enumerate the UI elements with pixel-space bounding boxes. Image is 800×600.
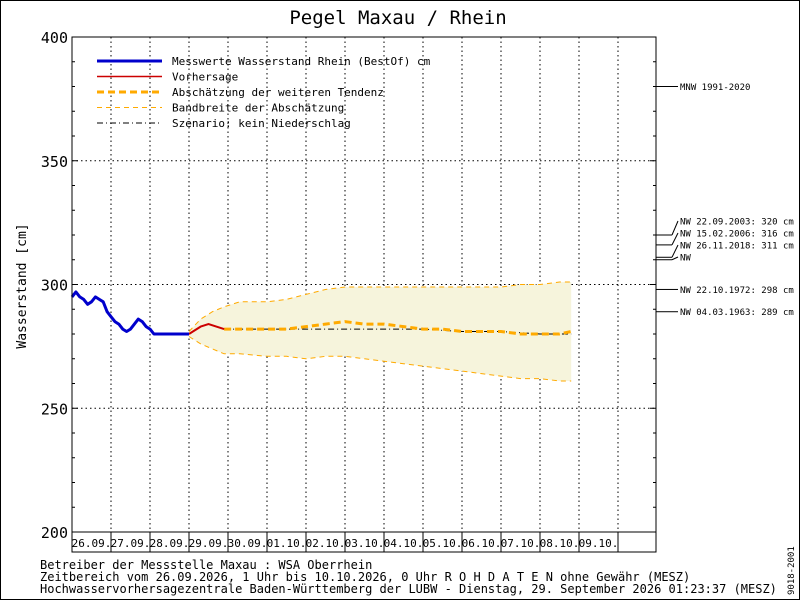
chart-title: Pegel Maxau / Rhein bbox=[289, 7, 506, 29]
y-axis-label: Wasserstand [cm] bbox=[15, 223, 30, 348]
x-tick-label: 29.09. bbox=[189, 537, 229, 550]
plot-frame bbox=[71, 36, 657, 533]
forecast-line bbox=[188, 323, 225, 335]
reference-label: MNW 1991-2020 bbox=[680, 83, 750, 93]
x-tick-label: 30.09. bbox=[228, 537, 268, 550]
x-tick-label: 26.09. bbox=[72, 537, 112, 550]
legend-trend-label: Abschätzung der weiteren Tendenz bbox=[172, 86, 384, 99]
x-tick-label: 06.10. bbox=[462, 537, 502, 550]
x-tick-label: 02.10. bbox=[306, 537, 346, 550]
y-tick-label: 350 bbox=[41, 153, 68, 171]
x-tick-label: 27.09. bbox=[111, 537, 151, 550]
y-tick-label: 400 bbox=[41, 29, 68, 47]
reference-label: NW 22.09.2003: 320 cm bbox=[680, 218, 794, 228]
x-tick-label: 08.10. bbox=[540, 537, 580, 550]
legend-forecast-label: Vorhersage bbox=[172, 71, 238, 84]
reference-leader bbox=[671, 232, 679, 246]
footer-operator: Betreiber der Messstelle Maxau : WSA Obe… bbox=[40, 558, 372, 572]
reference-label: NW 04.03.1963: 289 cm bbox=[680, 308, 794, 318]
reference-leader bbox=[671, 244, 679, 258]
x-tick-label: 28.09. bbox=[150, 537, 190, 550]
legend: Messwerte Wasserstand Rhein (BestOf) cm V… bbox=[97, 55, 431, 130]
y-tick-label: 250 bbox=[41, 400, 68, 418]
trend-estimate-line bbox=[224, 320, 572, 336]
side-code: 9018-2001 bbox=[787, 546, 797, 595]
footer-time-range: Zeitbereich vom 26.09.2026, 1 Uhr bis 10… bbox=[40, 570, 690, 584]
x-tick-label: 07.10. bbox=[501, 537, 541, 550]
uncertainty-band-lower bbox=[188, 336, 572, 382]
y-tick-label: 200 bbox=[41, 524, 68, 542]
x-tick-label: 05.10. bbox=[423, 537, 463, 550]
reference-label: NW 22.10.1972: 298 cm bbox=[680, 286, 794, 296]
x-tick-label: 01.10. bbox=[267, 537, 307, 550]
x-tick-label: 03.10. bbox=[345, 537, 385, 550]
legend-measured-label: Messwerte Wasserstand Rhein (BestOf) cm bbox=[172, 55, 431, 68]
measured-line bbox=[70, 290, 189, 336]
legend-band-label: Bandbreite der Abschätzung bbox=[172, 102, 344, 115]
reference-label: NW 26.11.2018: 311 cm bbox=[680, 242, 794, 252]
reference-label: NW 15.02.2006: 316 cm bbox=[680, 230, 794, 240]
plot-area: 200 250 300 350 400 26.09. 27.09. 28.09. 29.09. 3… bbox=[41, 29, 657, 553]
y-tick-label: 300 bbox=[41, 277, 68, 295]
reference-label: NW bbox=[680, 254, 691, 264]
reference-lines: MNW 1991-2020 NW 22.09.2003: 320 cm NW 15.… bbox=[656, 83, 794, 318]
legend-scenario-label: Szenario: kein Niederschlag bbox=[172, 117, 351, 130]
footer-publisher: Hochwasservorhersagezentrale Baden-Württ… bbox=[40, 582, 777, 596]
reference-leader bbox=[671, 220, 679, 236]
x-tick-label: 09.10. bbox=[579, 537, 619, 550]
x-tick-label: 04.10. bbox=[384, 537, 424, 550]
reference-leader bbox=[671, 256, 679, 261]
